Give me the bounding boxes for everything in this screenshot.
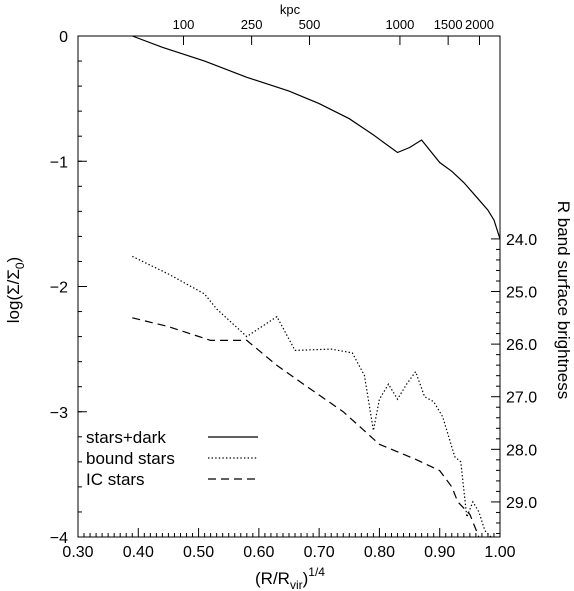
right-tick-label: 27.0	[506, 390, 537, 407]
x-tick-label: 1.00	[484, 544, 515, 561]
series-line-bound-stars	[132, 255, 492, 538]
x-tick-label: 0.70	[304, 544, 335, 561]
x-tick-label: 0.60	[243, 544, 274, 561]
top-tick-label: 100	[173, 17, 195, 32]
y-tick-label: −1	[50, 154, 68, 171]
legend-label: bound stars	[86, 449, 175, 468]
y-axis-title: log(Σ/Σ0)	[4, 257, 27, 323]
x-axis-title: (R/Rvir)1/4	[255, 565, 325, 591]
right-axis-title: R band surface brightness	[554, 201, 573, 399]
y-tick-label: −4	[50, 530, 68, 547]
x-axis-ticks: 0.30 0.40 0.50 0.60 0.70 0.80 0.90 1.00	[62, 528, 516, 561]
right-surface-brightness-ticks: 24.0 25.0 26.0 27.0 28.0 29.0	[491, 232, 537, 534]
x-tick-label: 0.50	[183, 544, 214, 561]
legend: stars+dark bound stars IC stars	[86, 428, 258, 489]
right-tick-label: 28.0	[506, 442, 537, 459]
y-tick-label: −3	[50, 405, 68, 422]
x-tick-label: 0.40	[123, 544, 154, 561]
y-axis-ticks: 0 −1 −2 −3 −4	[50, 29, 87, 547]
top-tick-label: 2000	[465, 17, 494, 32]
series-layer	[132, 35, 501, 538]
y-tick-label: −2	[50, 280, 68, 297]
top-tick-label: 1000	[385, 17, 414, 32]
right-tick-label: 24.0	[506, 232, 537, 249]
series-line-stars-dark	[132, 35, 501, 240]
y-tick-label: 0	[59, 29, 68, 46]
right-tick-label: 29.0	[506, 495, 537, 512]
legend-label: IC stars	[86, 470, 145, 489]
top-tick-label: 1500	[434, 17, 463, 32]
series-line-ic-stars	[132, 317, 480, 538]
x-tick-label: 0.90	[424, 544, 455, 561]
top-tick-label: 500	[299, 17, 321, 32]
top-kpc-axis-ticks: 100 250 500 1000 1500 2000	[173, 17, 494, 45]
top-tick-label: 250	[241, 17, 263, 32]
right-tick-label: 25.0	[506, 285, 537, 302]
right-tick-label: 26.0	[506, 337, 537, 354]
top-axis-title: kpc	[280, 2, 301, 17]
x-tick-label: 0.30	[62, 544, 93, 561]
x-tick-label: 0.80	[364, 544, 395, 561]
legend-label: stars+dark	[86, 428, 166, 447]
